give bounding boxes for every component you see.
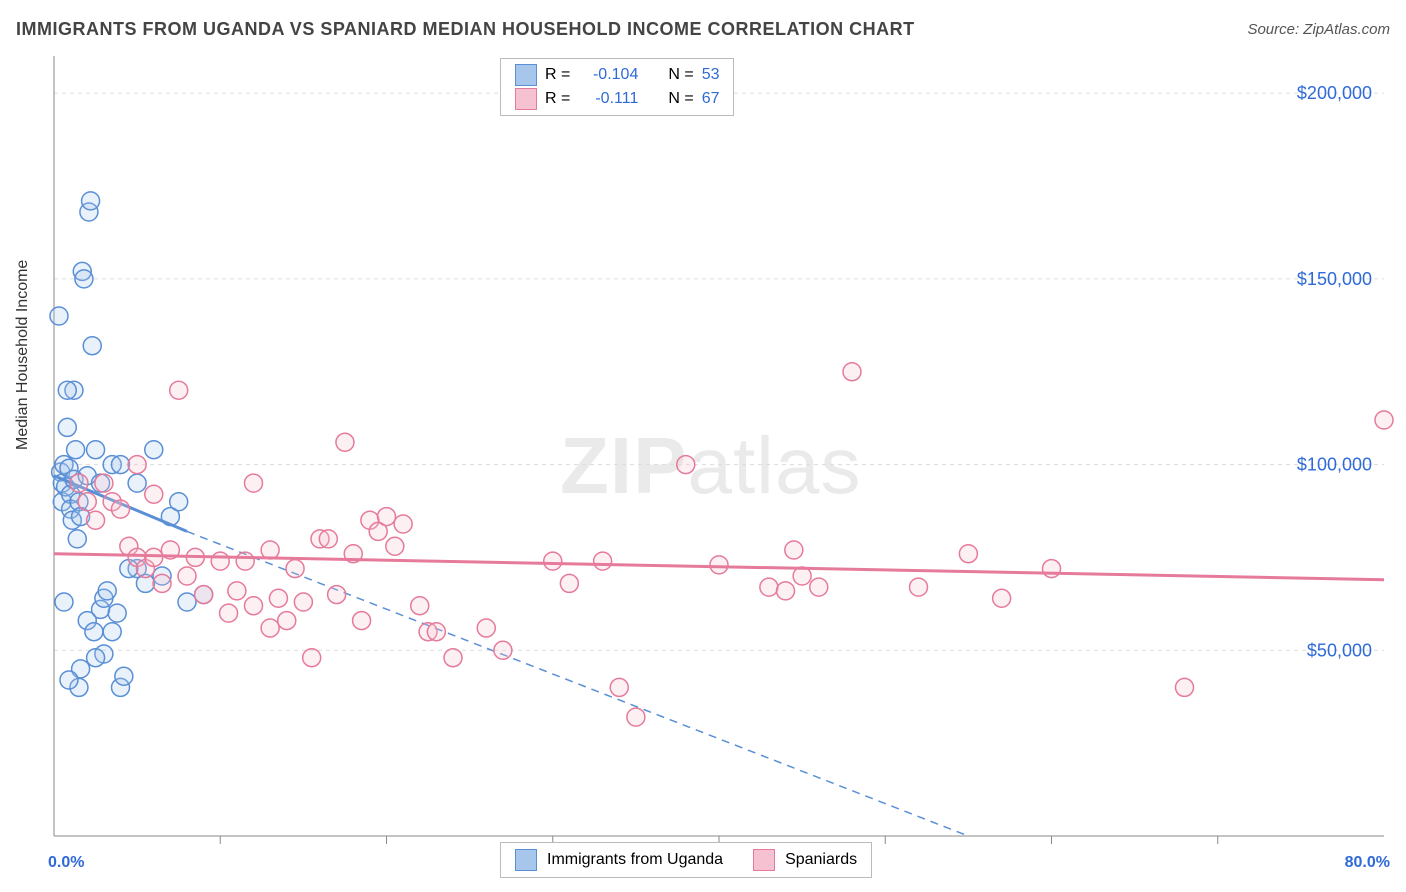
svg-text:$200,000: $200,000 (1297, 83, 1372, 103)
legend-swatch (753, 849, 775, 871)
legend-series-name: Immigrants from Uganda (547, 851, 723, 869)
legend-swatch (515, 849, 537, 871)
legend-n-label: N = (668, 87, 693, 111)
svg-text:$150,000: $150,000 (1297, 269, 1372, 289)
legend-r-value: -0.104 (578, 63, 638, 87)
x-axis-min-label: 0.0% (48, 854, 84, 872)
legend-r-label: R = (545, 87, 570, 111)
legend-n-label: N = (668, 63, 693, 87)
series-legend: Immigrants from Uganda Spaniards (500, 842, 872, 878)
legend-r-value: -0.111 (578, 87, 638, 111)
legend-series-name: Spaniards (785, 851, 857, 869)
legend-r-label: R = (545, 63, 570, 87)
scatter-plot: $50,000 $100,000 $150,000 $200,000 (0, 0, 1406, 892)
legend-swatch (515, 64, 537, 86)
legend-n-value: 53 (702, 63, 720, 87)
svg-text:$100,000: $100,000 (1297, 455, 1372, 475)
svg-text:$50,000: $50,000 (1307, 640, 1372, 660)
correlation-legend: R = -0.104 N = 53 R = -0.111 N = 67 (500, 58, 734, 116)
legend-swatch (515, 88, 537, 110)
legend-n-value: 67 (702, 87, 720, 111)
x-axis-max-label: 80.0% (1345, 854, 1390, 872)
